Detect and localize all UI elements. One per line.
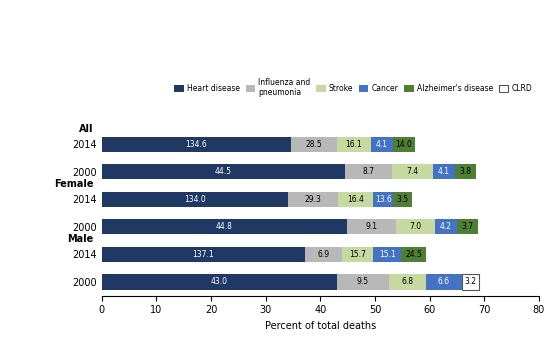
- Text: 3.5: 3.5: [396, 195, 409, 204]
- Bar: [396, 219, 435, 235]
- Bar: [342, 247, 374, 262]
- Bar: [393, 137, 415, 152]
- Text: 43.0: 43.0: [211, 277, 228, 286]
- Bar: [374, 247, 401, 262]
- Bar: [374, 192, 393, 207]
- Text: 8.7: 8.7: [363, 167, 375, 176]
- Text: 6.6: 6.6: [438, 277, 450, 286]
- Bar: [389, 274, 426, 290]
- Bar: [462, 274, 479, 290]
- Bar: [291, 137, 337, 152]
- Bar: [102, 192, 288, 207]
- Bar: [345, 164, 393, 180]
- X-axis label: Percent of total deaths: Percent of total deaths: [265, 321, 376, 331]
- Bar: [393, 164, 433, 180]
- Bar: [102, 137, 291, 152]
- Text: 15.7: 15.7: [349, 250, 366, 259]
- Bar: [458, 219, 478, 235]
- Bar: [393, 192, 412, 207]
- Bar: [435, 219, 458, 235]
- Text: 16.1: 16.1: [346, 140, 362, 149]
- Text: 9.5: 9.5: [357, 277, 368, 286]
- Text: 6.8: 6.8: [401, 277, 413, 286]
- Text: 134.6: 134.6: [185, 140, 207, 149]
- Bar: [433, 164, 455, 180]
- Text: 28.5: 28.5: [306, 140, 323, 149]
- Text: 4.2: 4.2: [440, 222, 452, 231]
- Text: 3.8: 3.8: [460, 167, 472, 176]
- Text: 137.1: 137.1: [193, 250, 214, 259]
- Text: 29.3: 29.3: [305, 195, 321, 204]
- Text: 24.5: 24.5: [405, 250, 422, 259]
- Bar: [102, 219, 347, 235]
- Text: 134.0: 134.0: [184, 195, 206, 204]
- Text: 13.6: 13.6: [375, 195, 391, 204]
- Text: Male: Male: [67, 234, 94, 244]
- Text: All: All: [79, 124, 94, 134]
- Text: 44.8: 44.8: [216, 222, 232, 231]
- Text: 16.4: 16.4: [347, 195, 365, 204]
- Text: 14.0: 14.0: [395, 140, 412, 149]
- Text: 4.1: 4.1: [376, 140, 388, 149]
- Text: 7.0: 7.0: [409, 222, 422, 231]
- Bar: [401, 247, 426, 262]
- Bar: [347, 219, 396, 235]
- Bar: [102, 274, 337, 290]
- Bar: [102, 164, 345, 180]
- Text: 9.1: 9.1: [366, 222, 377, 231]
- Text: 6.9: 6.9: [318, 250, 329, 259]
- Bar: [288, 192, 338, 207]
- Bar: [337, 274, 389, 290]
- Text: 15.1: 15.1: [379, 250, 396, 259]
- Legend: Heart disease, Influenza and
pneumonia, Stroke, Cancer, Alzheimer's disease, CLR: Heart disease, Influenza and pneumonia, …: [171, 74, 535, 100]
- Bar: [455, 164, 476, 180]
- Text: 3.7: 3.7: [461, 222, 474, 231]
- Bar: [371, 137, 393, 152]
- Bar: [338, 192, 374, 207]
- Text: 4.1: 4.1: [438, 167, 450, 176]
- Text: Female: Female: [54, 179, 94, 189]
- Text: 3.2: 3.2: [465, 277, 477, 286]
- Bar: [102, 247, 305, 262]
- Bar: [337, 137, 371, 152]
- Bar: [305, 247, 342, 262]
- Bar: [426, 274, 462, 290]
- Text: 44.5: 44.5: [215, 167, 232, 176]
- Text: 7.4: 7.4: [407, 167, 419, 176]
